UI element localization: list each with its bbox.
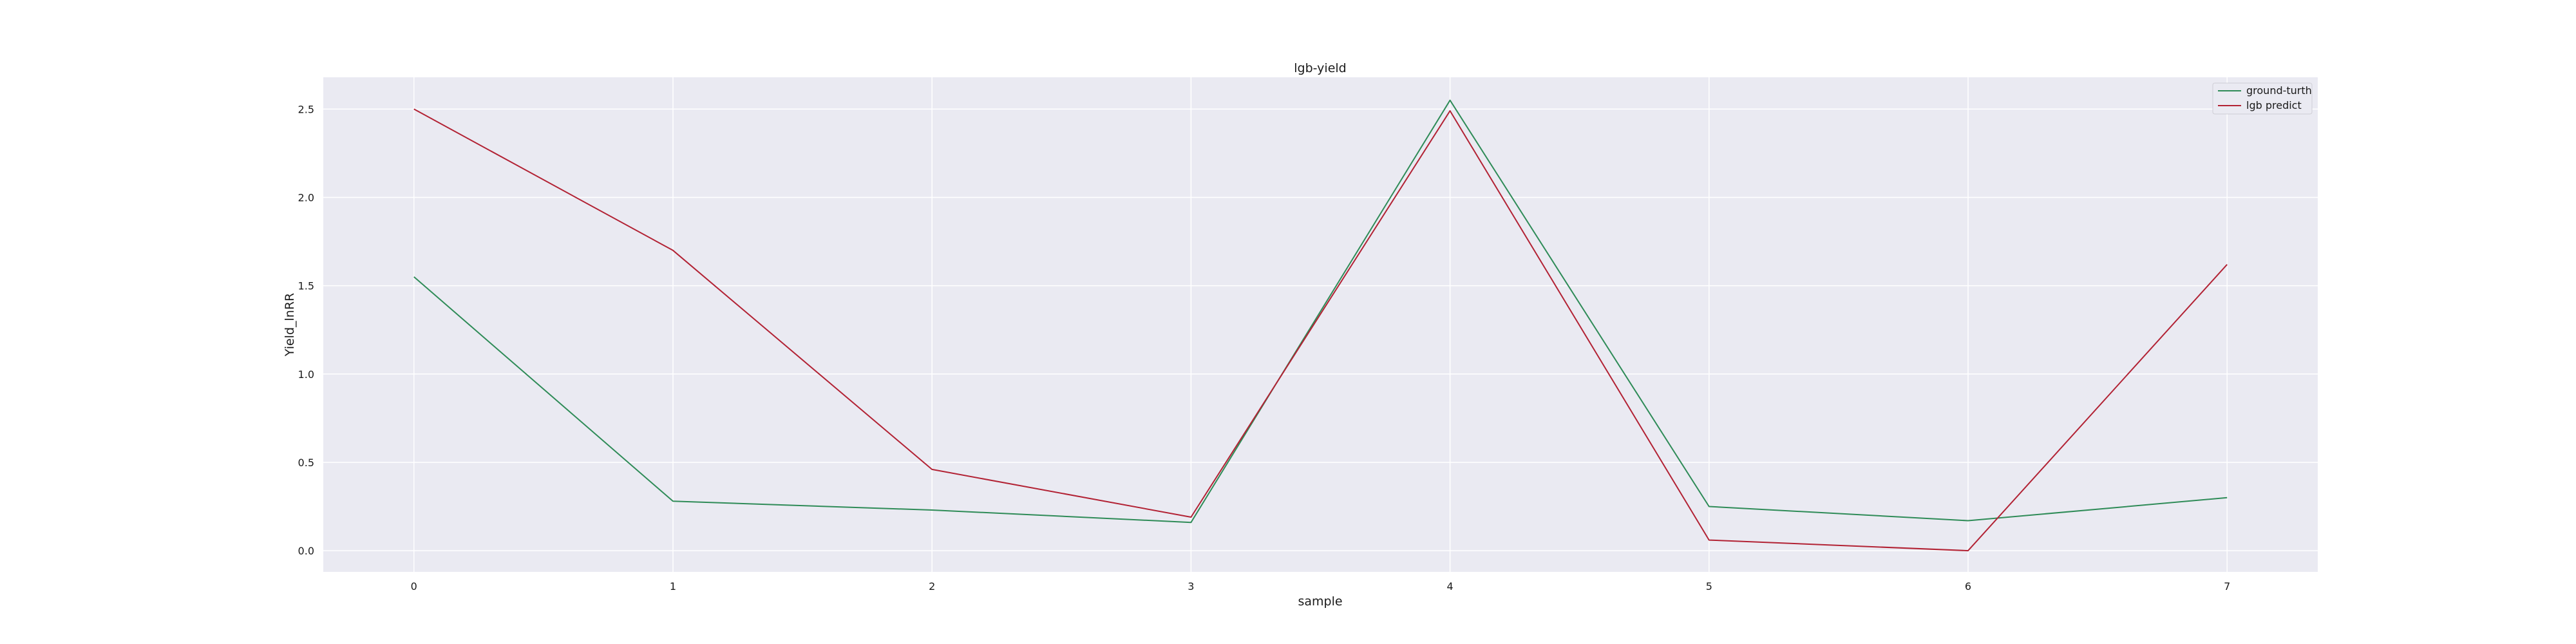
grid-lines [323, 77, 2318, 572]
x-tick-label: 7 [2224, 580, 2230, 592]
y-tick-label: 2.0 [298, 192, 314, 204]
y-tick-label: 0.5 [298, 457, 314, 469]
x-axis-label: sample [1298, 594, 1342, 609]
x-tick-label: 2 [929, 580, 935, 592]
plot-background [323, 77, 2318, 572]
series-line-lgb-predict [413, 108, 2228, 552]
x-tick-label: 6 [1965, 580, 1971, 592]
chart-title: lgb-yield [1294, 61, 1346, 75]
y-tick-label: 2.5 [298, 103, 314, 115]
y-tick-label: 0.0 [298, 545, 314, 557]
x-tick-labels: 0 1 2 3 4 5 6 7 [411, 580, 2231, 592]
x-tick-label: 0 [411, 580, 417, 592]
y-axis-label: Yield_lnRR [283, 293, 297, 357]
x-tick-label: 4 [1447, 580, 1454, 592]
x-tick-label: 1 [670, 580, 676, 592]
x-tick-label: 3 [1188, 580, 1194, 592]
y-tick-label: 1.5 [298, 280, 314, 292]
y-tick-labels: 0.0 0.5 1.0 1.5 2.0 2.5 [298, 103, 314, 557]
series-line-ground-turth [413, 99, 2228, 524]
legend-label-ground-turth: ground-turth [2246, 84, 2312, 97]
series-lines [413, 99, 2228, 552]
x-tick-label: 5 [1706, 580, 1712, 592]
legend: ground-turth lgb predict [2212, 82, 2313, 115]
legend-label-lgb-predict: lgb predict [2246, 99, 2302, 111]
y-tick-label: 1.0 [298, 368, 314, 381]
